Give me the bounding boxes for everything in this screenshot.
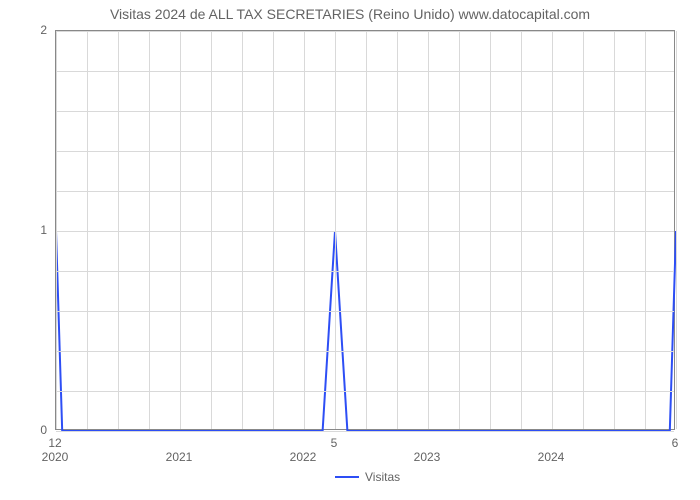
- gridline-horizontal: [56, 231, 674, 232]
- y-tick-label: 0: [27, 423, 47, 437]
- gridline-vertical: [118, 31, 119, 429]
- gridline-vertical: [614, 31, 615, 429]
- gridline-vertical: [149, 31, 150, 429]
- plot-area: [55, 30, 675, 430]
- gridline-vertical: [459, 31, 460, 429]
- y-tick-label: 1: [27, 223, 47, 237]
- gridline-vertical: [645, 31, 646, 429]
- gridline-horizontal: [56, 431, 674, 432]
- gridline-vertical: [490, 31, 491, 429]
- gridline-vertical: [242, 31, 243, 429]
- gridline-horizontal: [56, 31, 674, 32]
- line-chart: Visitas 2024 de ALL TAX SECRETARIES (Rei…: [0, 0, 700, 500]
- legend: Visitas: [335, 470, 400, 484]
- x-tick-label: 2023: [414, 450, 441, 464]
- gridline-horizontal: [56, 151, 674, 152]
- x-tick-label: 2020: [42, 450, 69, 464]
- gridline-vertical: [273, 31, 274, 429]
- gridline-vertical: [397, 31, 398, 429]
- gridline-vertical: [87, 31, 88, 429]
- gridline-vertical: [211, 31, 212, 429]
- gridline-horizontal: [56, 191, 674, 192]
- x-tick-label: 2024: [538, 450, 565, 464]
- gridline-vertical: [428, 31, 429, 429]
- gridline-horizontal: [56, 111, 674, 112]
- gridline-vertical: [583, 31, 584, 429]
- data-point-label: 5: [331, 436, 338, 450]
- legend-label: Visitas: [365, 470, 400, 484]
- gridline-vertical: [676, 31, 677, 429]
- x-tick-label: 2022: [290, 450, 317, 464]
- gridline-horizontal: [56, 271, 674, 272]
- gridline-vertical: [552, 31, 553, 429]
- chart-title: Visitas 2024 de ALL TAX SECRETARIES (Rei…: [0, 6, 700, 22]
- gridline-horizontal: [56, 71, 674, 72]
- gridline-vertical: [366, 31, 367, 429]
- gridline-vertical: [304, 31, 305, 429]
- data-point-label: 6: [672, 436, 679, 450]
- gridline-vertical: [521, 31, 522, 429]
- gridline-horizontal: [56, 311, 674, 312]
- gridline-vertical: [56, 31, 57, 429]
- y-tick-label: 2: [27, 23, 47, 37]
- data-point-label: 12: [48, 436, 61, 450]
- gridline-horizontal: [56, 391, 674, 392]
- gridline-vertical: [335, 31, 336, 429]
- legend-swatch: [335, 476, 359, 478]
- gridline-vertical: [180, 31, 181, 429]
- gridline-horizontal: [56, 351, 674, 352]
- x-tick-label: 2021: [166, 450, 193, 464]
